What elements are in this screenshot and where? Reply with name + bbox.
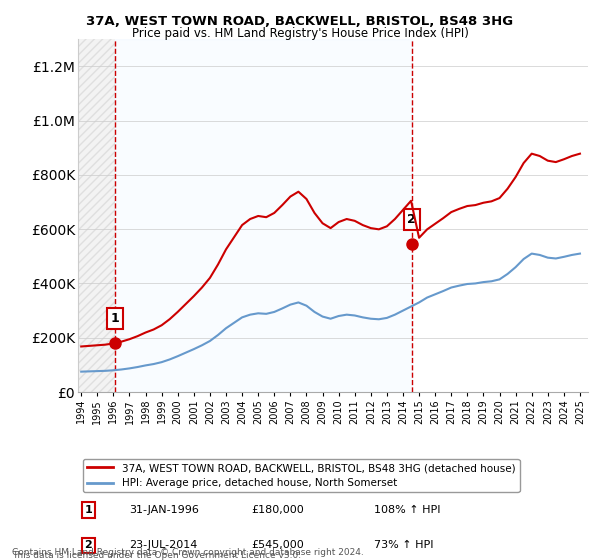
Text: £545,000: £545,000 [251, 540, 304, 550]
Text: Contains HM Land Registry data © Crown copyright and database right 2024.: Contains HM Land Registry data © Crown c… [12, 548, 364, 557]
Text: 31-JAN-1996: 31-JAN-1996 [129, 505, 199, 515]
Text: This data is licensed under the Open Government Licence v3.0.: This data is licensed under the Open Gov… [12, 551, 301, 560]
Text: 73% ↑ HPI: 73% ↑ HPI [374, 540, 433, 550]
Bar [78, 39, 115, 392]
Text: 108% ↑ HPI: 108% ↑ HPI [374, 505, 440, 515]
Text: 23-JUL-2014: 23-JUL-2014 [129, 540, 197, 550]
Legend: 37A, WEST TOWN ROAD, BACKWELL, BRISTOL, BS48 3HG (detached house), HPI: Average : 37A, WEST TOWN ROAD, BACKWELL, BRISTOL, … [83, 459, 520, 492]
Text: 2: 2 [407, 213, 416, 226]
Text: £180,000: £180,000 [251, 505, 304, 515]
Text: 2: 2 [85, 540, 92, 550]
Text: Price paid vs. HM Land Registry's House Price Index (HPI): Price paid vs. HM Land Registry's House … [131, 27, 469, 40]
Text: 1: 1 [110, 312, 119, 325]
Bar [115, 39, 412, 392]
Text: 37A, WEST TOWN ROAD, BACKWELL, BRISTOL, BS48 3HG: 37A, WEST TOWN ROAD, BACKWELL, BRISTOL, … [86, 15, 514, 27]
Text: 1: 1 [85, 505, 92, 515]
